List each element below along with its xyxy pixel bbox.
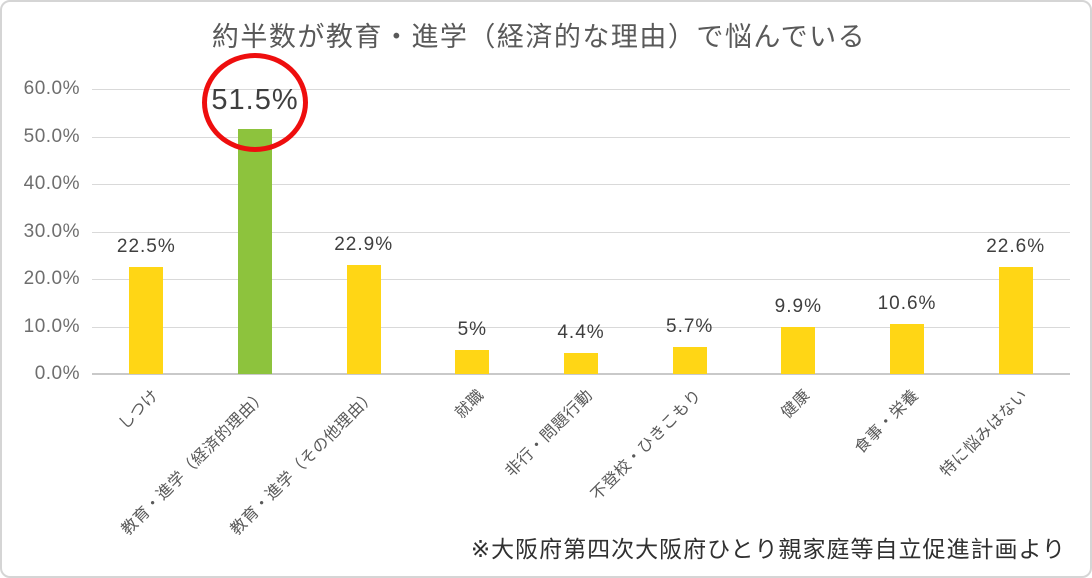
source-note: ※大阪府第四次大阪府ひとり親家庭等自立促進計画より	[470, 536, 1066, 562]
bar	[672, 346, 707, 374]
bar-value-label: 10.6%	[877, 292, 937, 314]
y-axis-tick-label: 60.0%	[23, 78, 80, 99]
x-axis-category-label: 特に悩みはない	[937, 386, 1032, 481]
bar	[455, 350, 490, 374]
bar	[998, 266, 1033, 374]
y-axis-tick-label: 50.0%	[23, 125, 80, 147]
bar-value-label: 9.9%	[774, 295, 822, 317]
bar	[781, 326, 816, 374]
x-axis-category-label: 健康	[778, 386, 815, 423]
bar-value-label: 5%	[457, 319, 488, 341]
x-axis-category-label: 食事・栄養	[852, 386, 923, 458]
gridline	[92, 136, 1070, 138]
x-axis-category-label: 不登校・ひきこもり	[588, 386, 706, 504]
bar	[346, 265, 381, 374]
y-axis-tick-label: 0.0%	[34, 363, 80, 384]
gridline	[92, 231, 1070, 233]
highlight-circle-annotation	[202, 53, 308, 152]
gridline	[92, 279, 1070, 280]
bar-highlighted	[238, 129, 272, 374]
y-axis-tick-label: 40.0%	[23, 173, 80, 194]
chart-title: 約半数が教育・進学（経済的な理由）で悩んでいる	[211, 22, 867, 52]
y-axis-tick-label: 10.0%	[23, 315, 80, 337]
bar-value-label: 22.9%	[334, 234, 394, 256]
gridline	[92, 184, 1070, 185]
bar-value-label: 5.7%	[666, 315, 714, 337]
x-axis-category-label: しつけ	[115, 386, 163, 434]
bar	[564, 353, 598, 374]
gridline	[92, 326, 1070, 328]
bar-value-label: 22.6%	[986, 235, 1046, 257]
y-axis-tick-label: 20.0%	[23, 268, 80, 289]
bar-value-label: 4.4%	[557, 322, 605, 344]
x-axis-category-label: 就職	[452, 386, 489, 423]
y-axis-tick-label: 30.0%	[23, 220, 80, 242]
gridline	[92, 89, 1070, 90]
x-axis-category-label: 非行・問題行動	[503, 386, 597, 481]
bar	[129, 267, 164, 374]
bar	[890, 323, 924, 374]
bar-value-label: 22.5%	[116, 236, 176, 258]
x-axis-baseline	[92, 373, 1070, 375]
